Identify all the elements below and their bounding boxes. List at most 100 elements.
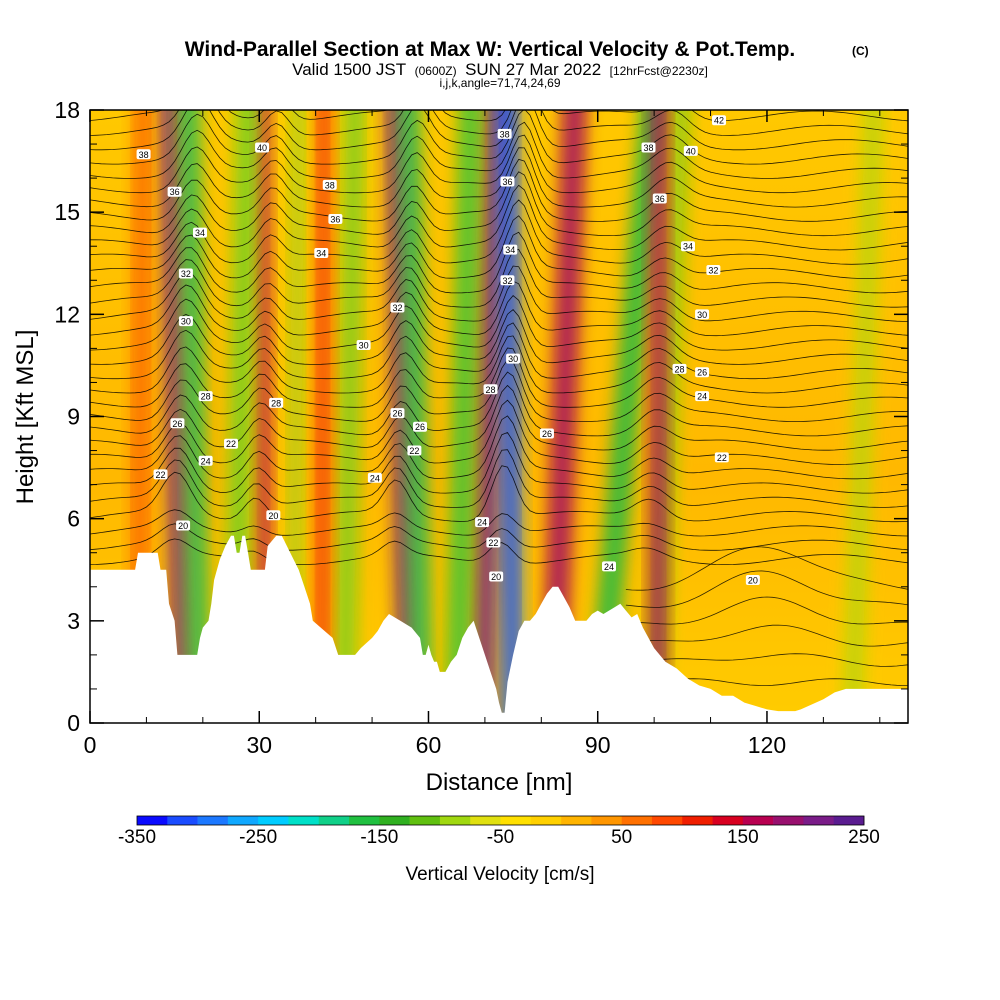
colorbar-swatch	[682, 816, 713, 825]
contour-label: 28	[269, 397, 284, 408]
theta-contour	[625, 570, 908, 608]
theta-contour	[90, 171, 908, 237]
theta-contour	[90, 265, 908, 322]
contour-label-text: 36	[502, 177, 512, 187]
contour-label: 32	[390, 302, 405, 313]
copyright-mark: (C)	[852, 44, 869, 58]
contour-label: 22	[224, 438, 239, 449]
colorbar-label: -350	[118, 827, 156, 848]
contour-label-text: 24	[697, 392, 707, 402]
theta-contour	[90, 199, 908, 265]
colorbar-swatch	[288, 816, 320, 825]
colorbar-title: Vertical Velocity [cm/s]	[405, 864, 594, 885]
contour-label-text: 32	[502, 276, 512, 286]
contour-label-text: 38	[325, 180, 335, 190]
theta-contour	[90, 134, 908, 194]
contour-label: 42	[712, 115, 727, 126]
theta-contour	[90, 231, 908, 294]
colorbar-swatch	[833, 816, 865, 825]
contour-label-text: 28	[486, 385, 496, 395]
contour-label: 38	[497, 128, 512, 139]
y-tick-label: 15	[54, 199, 80, 225]
colorbar-swatch	[258, 816, 289, 825]
contour-label-text: 30	[359, 340, 369, 350]
colorbar-label: -250	[239, 827, 277, 848]
contour-label-text: 30	[508, 354, 518, 364]
theta-contour	[90, 359, 908, 423]
potential-temperature-contours	[90, 110, 908, 686]
velocity-band-core	[549, 110, 578, 723]
colorbar-swatch	[470, 816, 501, 825]
contour-label: 22	[407, 445, 422, 456]
contour-label: 24	[367, 472, 382, 483]
contour-label: 34	[503, 244, 518, 255]
terrain-mask	[90, 535, 908, 723]
y-tick-label: 12	[54, 301, 80, 327]
contour-label: 32	[706, 265, 721, 276]
contour-label: 20	[176, 520, 191, 531]
theta-contour	[90, 432, 908, 494]
contour-label: 30	[506, 353, 521, 364]
contour-label: 32	[178, 268, 193, 279]
subtitle-valid: Valid 1500 JST	[292, 60, 406, 79]
contour-label-text: 22	[488, 538, 498, 548]
chart-title: Wind-Parallel Section at Max W: Vertical…	[185, 38, 796, 61]
theta-contour	[90, 295, 908, 351]
contour-label-text: 24	[370, 473, 380, 483]
contour-label: 22	[153, 469, 168, 480]
theta-contour	[90, 309, 908, 365]
colorbar-label: 150	[727, 827, 759, 848]
contour-label: 36	[328, 213, 343, 224]
contour-labels: 38 36 34 32 30 28 26 22 24 22 20 40 38 36 34 30 28 20 24 32…	[136, 115, 760, 585]
contour-label-text: 26	[697, 368, 707, 378]
contour-label-text: 26	[392, 409, 402, 419]
contour-label: 24	[695, 391, 710, 402]
contour-label: 30	[356, 339, 371, 350]
contour-label-text: 26	[542, 429, 552, 439]
contour-label: 36	[500, 176, 515, 187]
contour-label-text: 40	[257, 143, 267, 153]
theta-contour	[625, 653, 908, 667]
contour-label-text: 34	[505, 245, 515, 255]
contour-label: 26	[539, 428, 554, 439]
contour-label: 32	[500, 275, 515, 286]
contour-label-text: 24	[604, 562, 614, 572]
contour-label-text: 36	[655, 194, 665, 204]
theta-contour	[90, 449, 908, 508]
colorbar-swatch	[561, 816, 592, 825]
theta-contour	[90, 399, 908, 465]
x-tick-label: 60	[416, 732, 442, 758]
contour-label: 26	[413, 421, 428, 432]
colorbar-swatch	[197, 816, 229, 825]
theta-contour	[625, 546, 908, 591]
theta-contour	[90, 335, 908, 394]
colorbar-swatch	[530, 816, 562, 825]
contour-label-text: 26	[415, 422, 425, 432]
theta-contour	[90, 509, 908, 537]
velocity-band-core	[453, 110, 474, 723]
contour-label-text: 20	[748, 575, 758, 585]
colorbar-label: 50	[611, 827, 632, 848]
x-tick-label: 30	[246, 732, 272, 758]
x-axis-label: Distance [nm]	[426, 769, 573, 796]
contour-label: 24	[475, 517, 490, 528]
contour-label-text: 32	[708, 266, 718, 276]
velocity-band-core	[654, 110, 663, 723]
contour-label-text: 34	[683, 242, 693, 252]
velocity-band-core	[166, 110, 186, 723]
contour-label: 22	[486, 537, 501, 548]
y-tick-label: 6	[67, 506, 80, 532]
colorbar-swatch	[773, 816, 804, 825]
contour-label-text: 32	[181, 269, 191, 279]
theta-contour	[90, 523, 908, 551]
colorbar-label: -150	[360, 827, 398, 848]
x-tick-label: 120	[748, 732, 786, 758]
contour-label: 34	[314, 248, 329, 259]
theta-contour	[90, 322, 908, 380]
vertical-velocity-field	[131, 110, 882, 723]
contour-label-text: 34	[316, 249, 326, 259]
theta-contour	[625, 596, 908, 625]
contour-label: 26	[170, 418, 185, 429]
contour-label-text: 40	[686, 146, 696, 156]
contour-label-text: 22	[226, 439, 236, 449]
